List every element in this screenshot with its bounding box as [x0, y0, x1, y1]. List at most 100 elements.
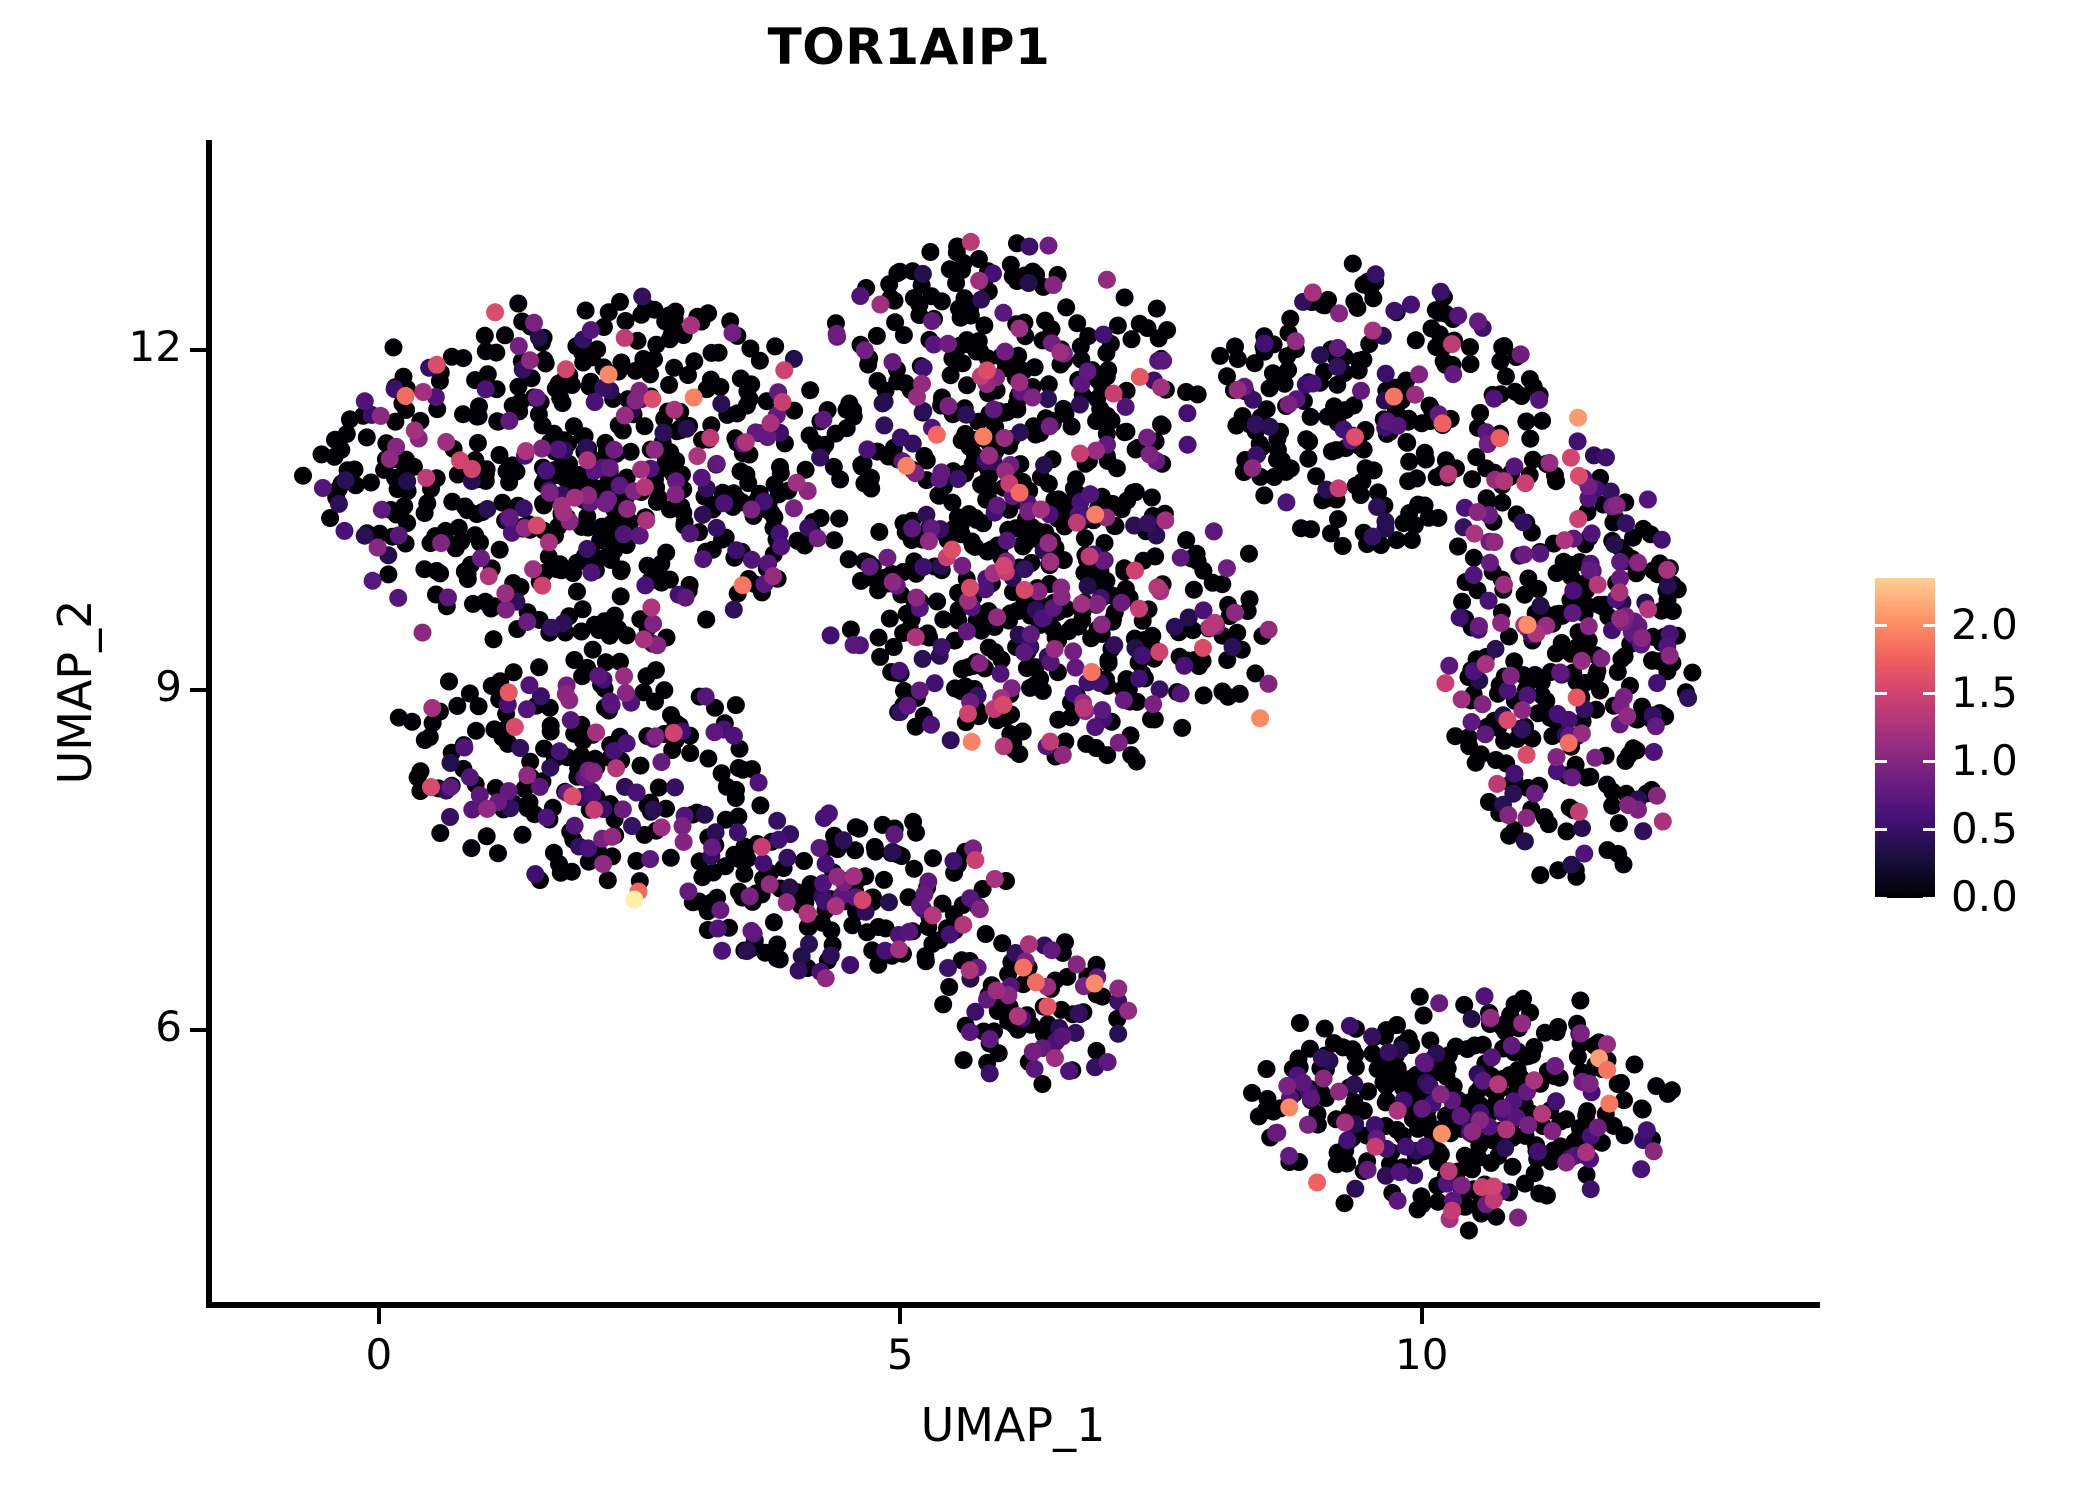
scatter-point — [1414, 1052, 1433, 1071]
scatter-point — [499, 782, 518, 801]
scatter-point — [638, 556, 657, 575]
scatter-point — [784, 499, 803, 518]
scatter-point — [1116, 397, 1135, 416]
scatter-point — [496, 600, 515, 619]
scatter-point — [511, 739, 530, 757]
scatter-point — [441, 753, 460, 772]
scatter-point — [860, 557, 879, 576]
scatter-point — [1346, 1179, 1365, 1198]
scatter-point — [1364, 289, 1383, 308]
scatter-point — [821, 626, 840, 645]
scatter-point — [927, 425, 946, 444]
scatter-plot-area[interactable] — [212, 140, 1818, 1302]
scatter-point — [859, 355, 878, 374]
scatter-point — [961, 1023, 979, 1041]
scatter-point — [1064, 642, 1083, 661]
scatter-point — [808, 529, 827, 548]
colorbar-tick-mark — [1875, 624, 1887, 628]
scatter-point — [583, 785, 602, 804]
scatter-point — [418, 494, 437, 513]
scatter-point — [871, 647, 890, 666]
scatter-point — [967, 510, 986, 529]
scatter-point — [772, 537, 791, 556]
scatter-point — [844, 867, 863, 886]
scatter-point — [1073, 611, 1092, 630]
scatter-point — [372, 500, 391, 519]
scatter-point — [1587, 666, 1606, 685]
scatter-point — [1540, 453, 1559, 472]
scatter-point — [1481, 1008, 1500, 1027]
scatter-point — [509, 337, 528, 355]
scatter-point — [1086, 505, 1105, 524]
scatter-point — [737, 942, 756, 961]
scatter-point — [1165, 617, 1184, 636]
scatter-point — [611, 652, 629, 671]
scatter-point — [875, 416, 894, 435]
scatter-point — [1292, 519, 1310, 538]
scatter-point — [1142, 710, 1160, 729]
scatter-point — [486, 303, 505, 322]
scatter-point — [1486, 639, 1505, 658]
scatter-point — [1513, 1014, 1532, 1033]
scatter-point — [736, 433, 755, 452]
scatter-point — [798, 904, 817, 923]
scatter-point — [984, 400, 1003, 419]
scatter-point — [551, 863, 570, 882]
scatter-point — [768, 811, 787, 830]
scatter-point — [1615, 1126, 1634, 1145]
scatter-point — [1475, 987, 1494, 1006]
scatter-point — [957, 622, 976, 641]
scatter-point — [959, 704, 977, 723]
scatter-point — [1071, 444, 1090, 463]
scatter-point — [1382, 1063, 1401, 1082]
scatter-point — [1062, 417, 1081, 436]
scatter-point — [1153, 416, 1172, 435]
scatter-point — [1446, 727, 1465, 746]
scatter-point — [1080, 547, 1099, 566]
scatter-point — [1041, 732, 1060, 751]
scatter-point — [921, 243, 940, 261]
colorbar[interactable]: 2.0 1.5 1.0 0.5 0.0 — [1875, 578, 2075, 918]
scatter-point — [1484, 1191, 1503, 1210]
scatter-point — [1453, 592, 1472, 611]
scatter-point — [380, 449, 399, 468]
scatter-point — [1053, 1027, 1072, 1046]
scatter-point — [626, 361, 645, 380]
scatter-point — [699, 749, 718, 768]
scatter-point — [1345, 1075, 1364, 1094]
scatter-point — [513, 825, 532, 844]
scatter-point — [749, 773, 768, 792]
scatter-point — [599, 365, 618, 384]
colorbar-tick-mark — [1875, 760, 1887, 764]
scatter-point — [1109, 979, 1128, 998]
colorbar-tick-mark — [1875, 896, 1887, 900]
scatter-point — [1109, 1024, 1128, 1043]
scatter-point — [824, 457, 843, 476]
scatter-point — [1647, 786, 1666, 805]
scatter-point — [1087, 1041, 1106, 1060]
x-tick-mark — [898, 1308, 903, 1324]
scatter-point — [1444, 365, 1463, 384]
scatter-point — [560, 560, 579, 579]
scatter-point — [441, 808, 459, 826]
scatter-point — [949, 470, 967, 488]
scatter-point — [1429, 508, 1448, 527]
scatter-point — [1243, 1083, 1261, 1102]
scatter-point — [535, 739, 554, 758]
scatter-point — [716, 810, 735, 829]
scatter-point — [951, 308, 970, 327]
scatter-point — [1052, 578, 1071, 597]
scatter-point — [627, 783, 646, 802]
scatter-point — [676, 588, 695, 607]
scatter-point — [478, 500, 497, 518]
scatter-point — [471, 533, 489, 552]
scatter-point — [1449, 306, 1468, 325]
scatter-point — [1340, 1016, 1359, 1035]
colorbar-tick-label: 1.0 — [1951, 735, 2018, 785]
scatter-point — [431, 824, 450, 843]
scatter-point — [578, 539, 597, 558]
scatter-point — [984, 264, 1002, 283]
scatter-point — [1577, 1143, 1596, 1162]
scatter-point — [1439, 465, 1458, 484]
scatter-point — [667, 472, 685, 491]
